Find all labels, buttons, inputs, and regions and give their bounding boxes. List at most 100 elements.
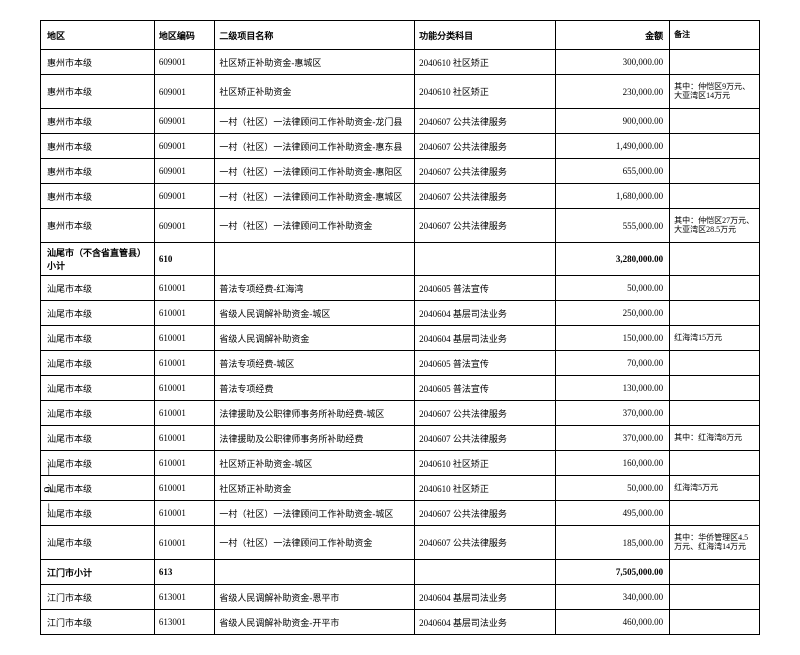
header-row: 地区 地区编码 二级项目名称 功能分类科目 金额 备注 xyxy=(41,21,760,50)
cell-proj: 省级人民调解补助资金 xyxy=(215,326,415,351)
cell-func: 2040607 公共法律服务 xyxy=(415,501,556,526)
cell-func: 2040610 社区矫正 xyxy=(415,75,556,109)
cell-region: 汕尾市本级 xyxy=(41,326,155,351)
cell-proj: 普法专项经费 xyxy=(215,376,415,401)
cell-func: 2040607 公共法律服务 xyxy=(415,526,556,560)
cell-region: 汕尾市本级 xyxy=(41,301,155,326)
cell-code: 610001 xyxy=(154,351,215,376)
table-row: 惠州市本级609001社区矫正补助资金2040610 社区矫正230,000.0… xyxy=(41,75,760,109)
table-row: 惠州市本级609001一村（社区）一法律顾问工作补助资金-惠城区2040607 … xyxy=(41,184,760,209)
cell-func: 2040610 社区矫正 xyxy=(415,476,556,501)
cell-func: 2040607 公共法律服务 xyxy=(415,109,556,134)
cell-func: 2040604 基层司法业务 xyxy=(415,585,556,610)
cell-region: 汕尾市本级 xyxy=(41,426,155,451)
table-row: 惠州市本级609001一村（社区）一法律顾问工作补助资金-龙门县2040607 … xyxy=(41,109,760,134)
cell-note xyxy=(670,585,760,610)
cell-note xyxy=(670,401,760,426)
cell-code: 610001 xyxy=(154,326,215,351)
cell-proj: 省级人民调解补助资金-恩平市 xyxy=(215,585,415,610)
cell-amt: 370,000.00 xyxy=(556,426,670,451)
cell-region: 汕尾市本级 xyxy=(41,276,155,301)
cell-code: 609001 xyxy=(154,50,215,75)
table-row: 汕尾市本级610001省级人民调解补助资金2040604 基层司法业务150,0… xyxy=(41,326,760,351)
cell-proj: 一村（社区）一法律顾问工作补助资金-惠东县 xyxy=(215,134,415,159)
cell-region: 汕尾市本级 xyxy=(41,526,155,560)
cell-code: 613001 xyxy=(154,610,215,635)
th-region: 地区 xyxy=(41,21,155,50)
cell-note: 红海湾5万元 xyxy=(670,476,760,501)
cell-region: 江门市本级 xyxy=(41,610,155,635)
cell-note xyxy=(670,134,760,159)
table-row: 汕尾市本级610001社区矫正补助资金-城区2040610 社区矫正160,00… xyxy=(41,451,760,476)
cell-note: 其中：华侨管理区4.5万元、红海湾14万元 xyxy=(670,526,760,560)
table-row: 汕尾市本级610001普法专项经费2040605 普法宣传130,000.00 xyxy=(41,376,760,401)
cell-func: 2040607 公共法律服务 xyxy=(415,134,556,159)
cell-func: 2040605 普法宣传 xyxy=(415,276,556,301)
cell-amt: 150,000.00 xyxy=(556,326,670,351)
cell-amt: 1,490,000.00 xyxy=(556,134,670,159)
cell-code: 610001 xyxy=(154,476,215,501)
cell-amt: 495,000.00 xyxy=(556,501,670,526)
cell-code: 609001 xyxy=(154,75,215,109)
cell-amt: 230,000.00 xyxy=(556,75,670,109)
table-row: 江门市本级613001省级人民调解补助资金-开平市2040604 基层司法业务4… xyxy=(41,610,760,635)
cell-func: 2040605 普法宣传 xyxy=(415,376,556,401)
table-row: 汕尾市本级610001法律援助及公职律师事务所补助经费2040607 公共法律服… xyxy=(41,426,760,451)
cell-region: 江门市本级 xyxy=(41,585,155,610)
table-row: 惠州市本级609001一村（社区）一法律顾问工作补助资金-惠东县2040607 … xyxy=(41,134,760,159)
th-amount: 金额 xyxy=(556,21,670,50)
cell-proj xyxy=(215,560,415,585)
cell-note: 其中：红海湾8万元 xyxy=(670,426,760,451)
cell-note xyxy=(670,501,760,526)
cell-proj: 社区矫正补助资金-城区 xyxy=(215,451,415,476)
cell-amt: 1,680,000.00 xyxy=(556,184,670,209)
cell-proj: 法律援助及公职律师事务所补助经费-城区 xyxy=(215,401,415,426)
cell-note xyxy=(670,276,760,301)
table-row: 江门市小计6137,505,000.00 xyxy=(41,560,760,585)
cell-proj: 一村（社区）一法律顾问工作补助资金 xyxy=(215,526,415,560)
cell-note xyxy=(670,376,760,401)
cell-region: 惠州市本级 xyxy=(41,159,155,184)
cell-proj: 普法专项经费-红海湾 xyxy=(215,276,415,301)
th-project: 二级项目名称 xyxy=(215,21,415,50)
table-row: 汕尾市本级610001一村（社区）一法律顾问工作补助资金-城区2040607 公… xyxy=(41,501,760,526)
cell-note xyxy=(670,50,760,75)
cell-note: 其中：仲恺区9万元、大亚湾区14万元 xyxy=(670,75,760,109)
cell-code: 610001 xyxy=(154,276,215,301)
cell-region: 惠州市本级 xyxy=(41,209,155,243)
cell-region: 江门市小计 xyxy=(41,560,155,585)
cell-amt: 340,000.00 xyxy=(556,585,670,610)
cell-note: 红海湾15万元 xyxy=(670,326,760,351)
cell-proj: 一村（社区）一法律顾问工作补助资金 xyxy=(215,209,415,243)
cell-func: 2040607 公共法律服务 xyxy=(415,159,556,184)
cell-code: 609001 xyxy=(154,159,215,184)
cell-amt: 185,000.00 xyxy=(556,526,670,560)
cell-region: 汕尾市本级 xyxy=(41,451,155,476)
cell-code: 610001 xyxy=(154,426,215,451)
cell-proj: 一村（社区）一法律顾问工作补助资金-惠阳区 xyxy=(215,159,415,184)
cell-note xyxy=(670,243,760,276)
cell-code: 610001 xyxy=(154,451,215,476)
cell-region: 汕尾市本级 xyxy=(41,501,155,526)
table-row: 汕尾市本级610001社区矫正补助资金2040610 社区矫正50,000.00… xyxy=(41,476,760,501)
table-row: 汕尾市（不含省直管县）小计6103,280,000.00 xyxy=(41,243,760,276)
page-number: — 9 — xyxy=(41,460,56,516)
cell-code: 613 xyxy=(154,560,215,585)
cell-proj: 一村（社区）一法律顾问工作补助资金-龙门县 xyxy=(215,109,415,134)
cell-proj: 一村（社区）一法律顾问工作补助资金-城区 xyxy=(215,501,415,526)
cell-proj: 法律援助及公职律师事务所补助经费 xyxy=(215,426,415,451)
cell-amt: 370,000.00 xyxy=(556,401,670,426)
cell-proj xyxy=(215,243,415,276)
cell-amt: 900,000.00 xyxy=(556,109,670,134)
cell-note xyxy=(670,610,760,635)
cell-region: 汕尾市本级 xyxy=(41,401,155,426)
cell-amt: 70,000.00 xyxy=(556,351,670,376)
cell-func: 2040607 公共法律服务 xyxy=(415,401,556,426)
cell-amt: 3,280,000.00 xyxy=(556,243,670,276)
cell-code: 609001 xyxy=(154,109,215,134)
cell-note xyxy=(670,159,760,184)
cell-code: 610001 xyxy=(154,501,215,526)
cell-func: 2040607 公共法律服务 xyxy=(415,184,556,209)
cell-amt: 300,000.00 xyxy=(556,50,670,75)
table-row: 江门市本级613001省级人民调解补助资金-恩平市2040604 基层司法业务3… xyxy=(41,585,760,610)
